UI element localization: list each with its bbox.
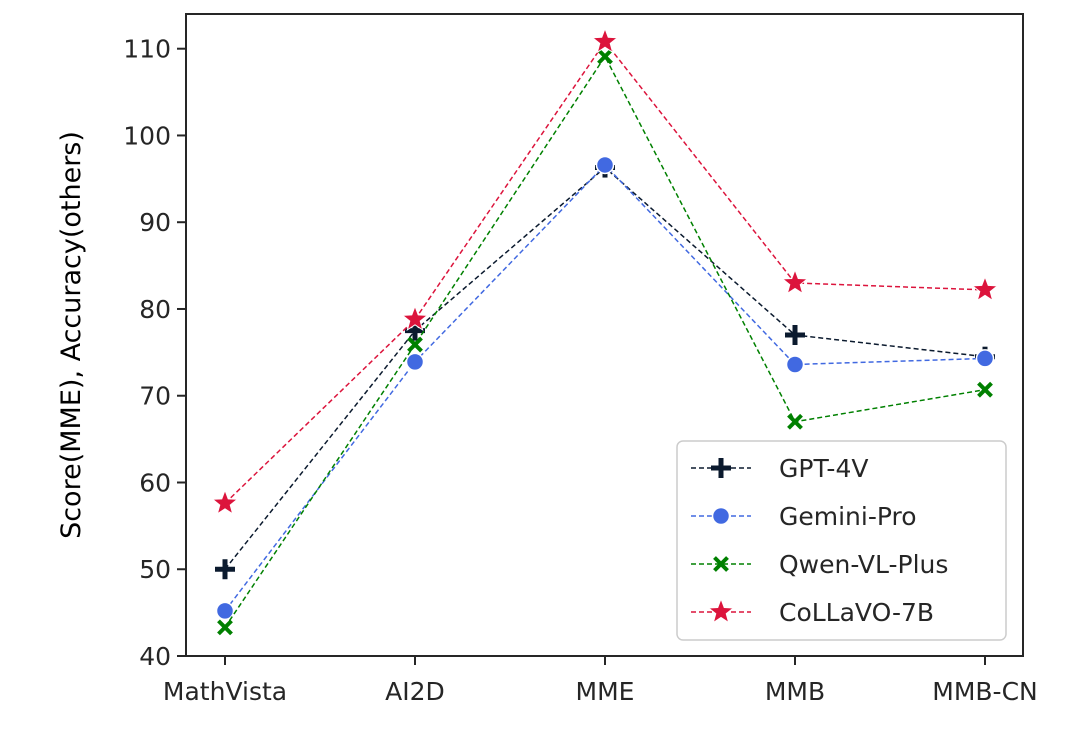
y-tick-label: 110 [123, 35, 171, 64]
legend-label-collavo-7b: CoLLaVO-7B [779, 598, 934, 627]
y-tick-label: 70 [139, 382, 171, 411]
data-point-collavo-7b-mmb [781, 268, 809, 295]
x-tick-label-mmb-cn: MMB-CN [932, 677, 1037, 706]
legend-label-gemini-pro: Gemini-Pro [779, 502, 917, 531]
y-tick-label: 40 [139, 642, 171, 671]
legend-frame [676, 440, 1007, 641]
series-line-collavo-7b [224, 40, 986, 504]
data-point-collavo-7b-mmb-cn [971, 275, 999, 302]
legend-entry-gpt-4v: GPT-4V [691, 454, 868, 483]
series-line-qwen-vl-plus [224, 55, 986, 628]
data-point-gemini-pro-mmb-cn [975, 349, 995, 368]
legend-entry-gemini-pro: Gemini-Pro [691, 502, 917, 531]
data-point-gemini-pro-mathvista [215, 601, 235, 621]
data-point-qwen-vl-plus-mme [597, 48, 613, 65]
y-tick-label: 100 [123, 121, 171, 150]
y-tick-label: 80 [139, 295, 171, 324]
x-tick-label-mme: MME [576, 677, 635, 706]
data-point-qwen-vl-plus-mmb [787, 413, 803, 430]
legend-marker-collavo-7b [707, 597, 735, 624]
legend-label-qwen-vl-plus: Qwen-VL-Plus [779, 550, 948, 579]
legend: GPT-4V Gemini-Pro Qwen-VL-Plus CoLLaVO-7B [676, 440, 1007, 641]
data-point-gpt-4v-mmb [785, 325, 805, 345]
x-tick-label-ai2d: AI2D [385, 677, 445, 706]
x-axis: MathVista AI2D MME MMB MMB-CN [163, 656, 1038, 706]
data-point-qwen-vl-plus-mmb-cn [977, 381, 993, 398]
legend-entry-collavo-7b: CoLLaVO-7B [691, 597, 934, 627]
data-point-gpt-4v-mathvista [215, 559, 235, 580]
data-point-qwen-vl-plus-mathvista [217, 619, 233, 636]
y-tick-label: 90 [139, 208, 171, 237]
series-collavo-7b [211, 27, 999, 515]
data-point-collavo-7b-ai2d [401, 304, 429, 332]
data-point-gemini-pro-mmb [785, 355, 805, 374]
data-point-gemini-pro-ai2d [405, 352, 425, 372]
legend-entry-qwen-vl-plus: Qwen-VL-Plus [691, 550, 948, 579]
series-layer [211, 27, 999, 636]
x-tick-label-mmb: MMB [765, 677, 825, 706]
legend-marker-gpt-4v [711, 458, 731, 478]
data-point-gemini-pro-mme [595, 155, 615, 175]
x-tick-label-mathvista: MathVista [163, 677, 287, 706]
series-qwen-vl-plus [217, 48, 993, 636]
y-tick-label: 60 [139, 468, 171, 497]
legend-marker-gemini-pro [711, 506, 731, 526]
data-point-collavo-7b-mme [591, 27, 619, 54]
y-tick-label: 50 [139, 555, 171, 584]
legend-label-gpt-4v: GPT-4V [779, 454, 868, 483]
y-axis: 40 50 60 70 80 90 100 110 [123, 35, 186, 671]
legend-marker-qwen-vl-plus [713, 556, 729, 572]
series-gemini-pro [215, 155, 995, 621]
data-point-collavo-7b-mathvista [211, 488, 239, 515]
data-point-qwen-vl-plus-ai2d [407, 336, 423, 353]
y-axis-title: Score(MME), Accuracy(others) [56, 131, 87, 539]
